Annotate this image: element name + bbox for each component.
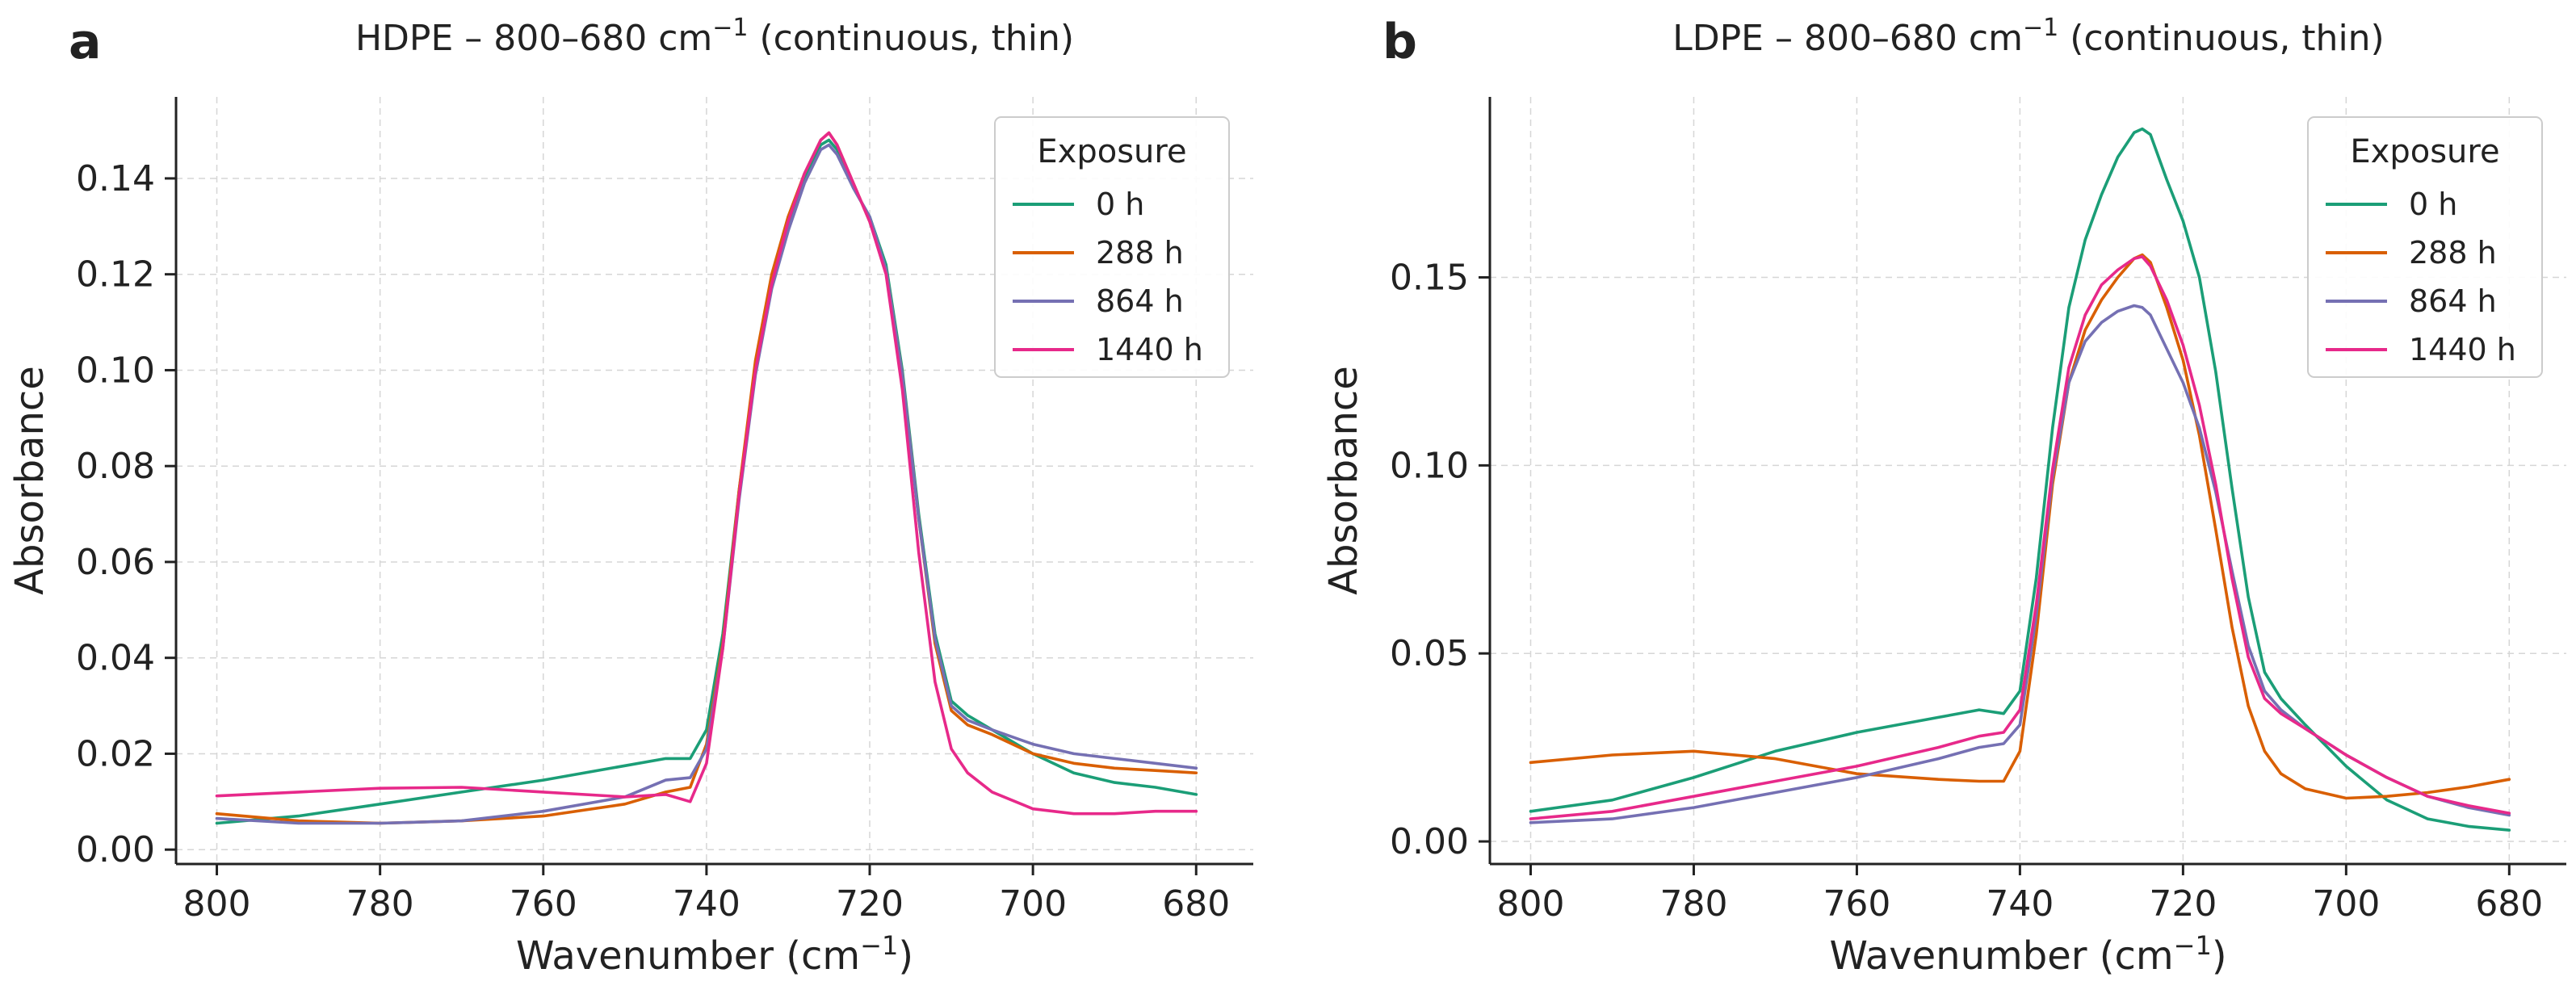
x-axis-label-main: Wavenumber (cm [1829, 933, 2173, 979]
x-tick-label: 780 [346, 883, 414, 925]
chart-title-sup: −1 [2023, 14, 2058, 42]
panel-b: 800 780 760 740 720 700 680 0.00 0.05 0.10 0.15 Wav… [1321, 14, 2566, 979]
x-tick-label: 700 [999, 883, 1067, 925]
x-tick-label: 720 [2149, 883, 2217, 925]
chart-title-sup: −1 [712, 14, 748, 42]
chart-title: HDPE – 800–680 cm−1 (continuous, thin) [355, 14, 1074, 59]
y-tick-label: 0.05 [1390, 633, 1469, 674]
legend-title: Exposure [2350, 133, 2499, 170]
legend-entry: 1440 h [2409, 332, 2516, 367]
x-tick-label: 700 [2312, 883, 2380, 925]
legend-entry: 0 h [2409, 187, 2457, 222]
chart-title-main: HDPE – 800–680 cm [355, 18, 712, 59]
legend-entry: 0 h [1096, 187, 1144, 222]
panel-letter: b [1382, 14, 1417, 70]
x-tick-label: 800 [1497, 883, 1565, 925]
x-tick-label: 760 [510, 883, 577, 925]
legend-title: Exposure [1037, 133, 1186, 170]
legend-box [2307, 116, 2543, 378]
legend: Exposure 0 h 288 h 864 h 1440 h [994, 116, 1230, 378]
legend-box [994, 116, 1230, 378]
y-tick-label: 0.12 [76, 254, 155, 296]
y-tick-label: 0.00 [1390, 821, 1469, 862]
y-tick-label: 0.10 [1390, 445, 1469, 486]
y-tick-label: 0.08 [76, 446, 155, 487]
panel-a: 800 780 760 740 720 700 680 0.00 0.02 0.04 0.06 0.0… [7, 14, 1253, 979]
y-tick-label: 0.14 [76, 158, 155, 199]
legend-entry: 288 h [2409, 235, 2497, 271]
x-tick-label: 680 [1162, 883, 1230, 925]
y-tick-label: 0.10 [76, 350, 155, 391]
y-tick-label: 0.02 [76, 733, 155, 774]
chart-title-tail: (continuous, thin) [748, 18, 1074, 59]
y-tick-label: 0.06 [76, 542, 155, 583]
legend-entry: 1440 h [1096, 332, 1203, 367]
x-tick-label: 720 [836, 883, 904, 925]
legend-entry: 864 h [2409, 283, 2497, 319]
chart-title-main: LDPE – 800–680 cm [1672, 18, 2023, 59]
legend-entry: 864 h [1096, 283, 1184, 319]
legend: Exposure 0 h 288 h 864 h 1440 h [2307, 116, 2543, 378]
series-line-0h [1529, 127, 2511, 832]
x-tick-label: 780 [1659, 883, 1727, 925]
x-axis-label: Wavenumber (cm−1) [1829, 930, 2226, 979]
x-axis-label-sup: −1 [860, 930, 898, 961]
y-axis-label: Absorbance [1321, 366, 1366, 595]
panel-letter: a [69, 14, 102, 70]
y-axis-label: Absorbance [7, 366, 52, 595]
series-line-864h [215, 143, 1198, 825]
x-tick-label: 800 [183, 883, 251, 925]
x-tick-label: 760 [1823, 883, 1890, 925]
chart-title: LDPE – 800–680 cm−1 (continuous, thin) [1672, 14, 2384, 59]
chart-title-tail: (continuous, thin) [2058, 18, 2385, 59]
y-tick-label: 0.15 [1390, 258, 1469, 299]
series-line-1440h [1529, 255, 2511, 820]
x-axis-label: Wavenumber (cm−1) [516, 930, 913, 979]
x-tick-label: 680 [2475, 883, 2543, 925]
x-tick-label: 740 [673, 883, 740, 925]
x-axis-label-tail: ) [898, 933, 913, 979]
y-tick-label: 0.04 [76, 638, 155, 679]
x-axis-label-main: Wavenumber (cm [516, 933, 860, 979]
y-tick-label: 0.00 [76, 829, 155, 870]
x-tick-label: 740 [1986, 883, 2054, 925]
x-axis-label-tail: ) [2212, 933, 2227, 979]
series-line-1440h [215, 131, 1198, 816]
legend-entry: 288 h [1096, 235, 1184, 271]
x-axis-label-sup: −1 [2174, 930, 2212, 961]
